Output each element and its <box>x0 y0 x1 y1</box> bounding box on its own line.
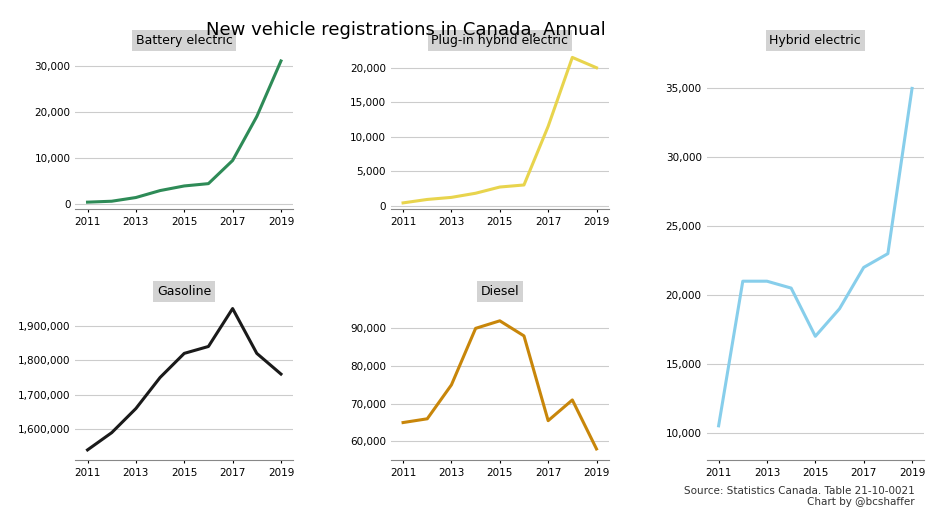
Title: Plug-in hybrid electric: Plug-in hybrid electric <box>431 34 569 47</box>
Title: Hybrid electric: Hybrid electric <box>769 34 861 47</box>
Text: New vehicle registrations in Canada, Annual: New vehicle registrations in Canada, Ann… <box>206 21 605 39</box>
Title: Gasoline: Gasoline <box>157 285 211 298</box>
Title: Battery electric: Battery electric <box>136 34 233 47</box>
Title: Diesel: Diesel <box>481 285 519 298</box>
Text: Source: Statistics Canada. Table 21-10-0021
Chart by @bcshaffer: Source: Statistics Canada. Table 21-10-0… <box>684 486 915 507</box>
